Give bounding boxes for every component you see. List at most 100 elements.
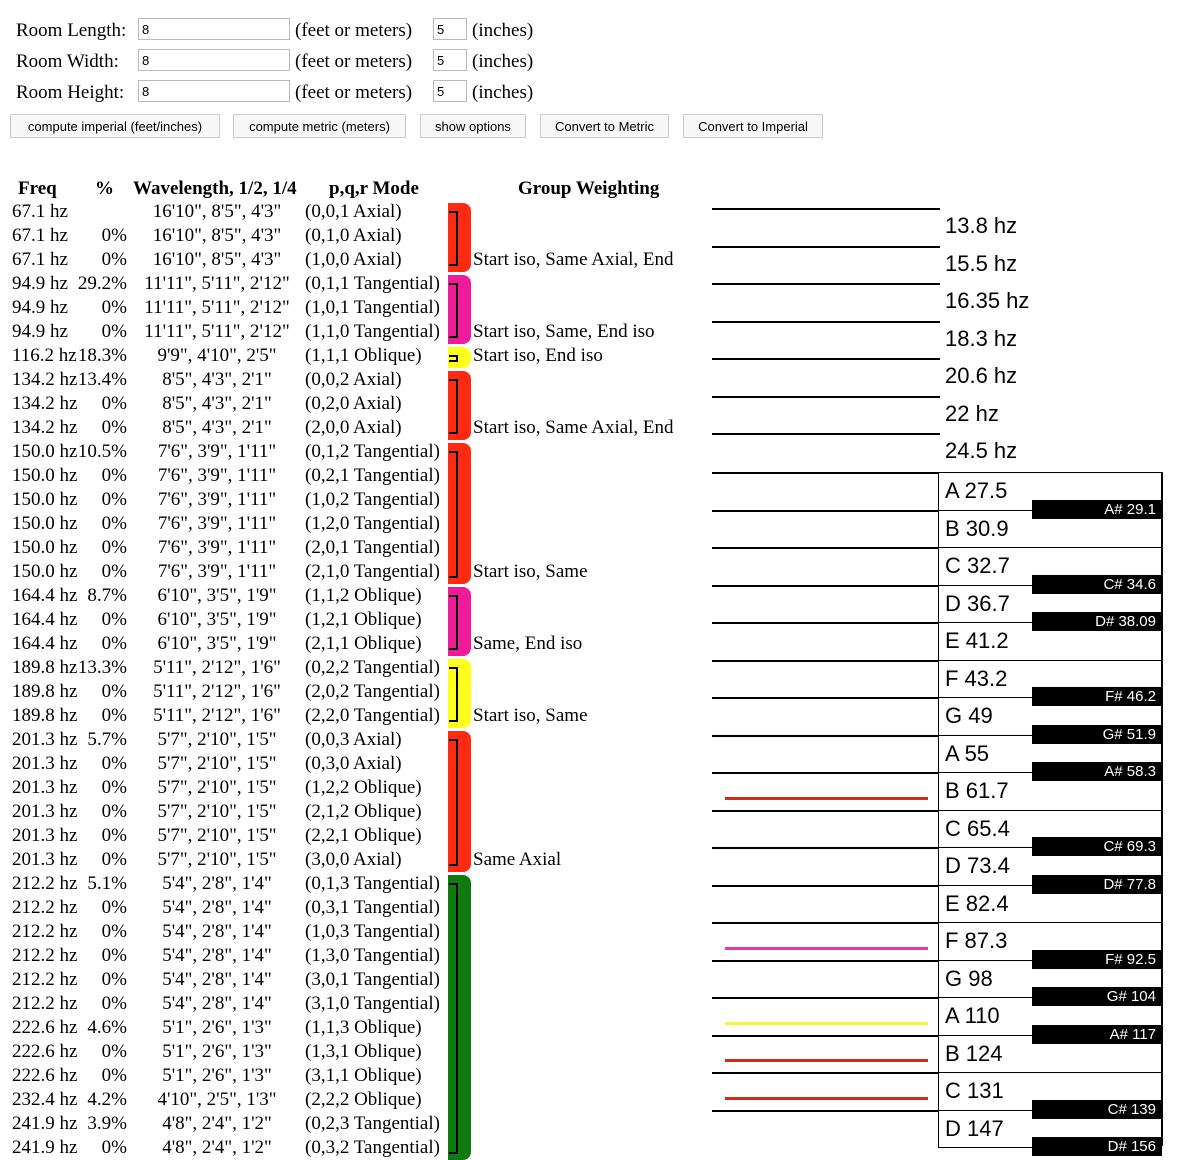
- row-percent: 0%: [101, 681, 127, 702]
- room-height-unit: (feet or meters): [295, 82, 413, 103]
- black-key[interactable]: G# 51.9: [1032, 724, 1162, 744]
- black-key[interactable]: F# 92.5: [1032, 949, 1162, 969]
- black-key[interactable]: A# 58.3: [1032, 762, 1162, 781]
- row-wavelength: 11'11", 5'11", 2'12": [144, 297, 290, 318]
- row-percent: 0%: [101, 993, 127, 1014]
- row-freq: 164.4 hz: [12, 609, 78, 630]
- row-mode: (0,2,0 Axial): [305, 393, 402, 414]
- black-key[interactable]: D# 77.8: [1032, 874, 1162, 894]
- row-percent: 18.3%: [77, 345, 127, 366]
- group-label: Start iso, Same Axial, End: [473, 417, 674, 438]
- row-freq: 134.2 hz: [12, 393, 78, 414]
- compute-metric-button[interactable]: compute metric (meters): [233, 114, 406, 138]
- black-key[interactable]: A# 29.1: [1032, 499, 1162, 519]
- room-width-inches-unit: (inches): [472, 51, 534, 72]
- row-mode: (1,0,1 Tangential): [305, 297, 440, 318]
- row-freq: 232.4 hz: [12, 1089, 78, 1110]
- compute-imperial-button[interactable]: compute imperial (feet/inches): [10, 114, 220, 138]
- row-mode: (2,0,0 Axial): [305, 417, 402, 438]
- row-percent: 0%: [101, 489, 127, 510]
- room-width-inches-input[interactable]: [433, 49, 467, 71]
- row-freq: 164.4 hz: [12, 633, 78, 654]
- row-percent: 0%: [101, 297, 127, 318]
- room-height-inches-input[interactable]: [433, 80, 467, 102]
- black-key[interactable]: C# 69.3: [1032, 837, 1162, 856]
- row-wavelength: 8'5", 4'3", 2'1": [162, 393, 272, 414]
- row-wavelength: 8'5", 4'3", 2'1": [162, 369, 272, 390]
- group-label: Same, End iso: [473, 633, 583, 654]
- row-freq: 150.0 hz: [12, 441, 78, 462]
- row-percent: 13.4%: [77, 369, 127, 390]
- row-mode: (0,2,2 Tangential): [305, 657, 440, 678]
- row-mode: (1,1,1 Oblique): [305, 345, 422, 366]
- row-mode: (1,1,2 Oblique): [305, 585, 422, 606]
- room-width-feet-input[interactable]: [138, 49, 290, 71]
- row-freq: 150.0 hz: [12, 561, 78, 582]
- header-mode: p,q,r Mode: [329, 178, 419, 199]
- sub-key-label: 20.6 hz: [945, 363, 1018, 388]
- group-bar: [448, 443, 471, 584]
- group-label: Start iso, Same: [473, 561, 588, 582]
- key-line: [712, 509, 940, 512]
- room-height-feet-input[interactable]: [138, 80, 290, 102]
- row-percent: 0%: [101, 417, 127, 438]
- black-key[interactable]: D# 156: [1032, 1137, 1162, 1156]
- room-length-label: Room Length:: [16, 20, 127, 41]
- convert-to-imperial-button[interactable]: Convert to Imperial: [683, 114, 823, 138]
- key-line: [712, 809, 940, 812]
- row-wavelength: 4'8", 2'4", 1'2": [162, 1113, 272, 1134]
- key-line: [712, 659, 940, 662]
- row-mode: (3,1,0 Tangential): [305, 993, 440, 1014]
- row-freq: 201.3 hz: [12, 801, 78, 822]
- row-freq: 189.8 hz: [12, 657, 78, 678]
- room-length-feet-input[interactable]: [138, 18, 290, 40]
- row-mode: (3,0,0 Axial): [305, 849, 402, 870]
- row-percent: 0%: [101, 969, 127, 990]
- sub-key-line: [712, 283, 940, 285]
- show-options-button[interactable]: show options: [420, 114, 526, 138]
- row-freq: 150.0 hz: [12, 513, 78, 534]
- row-mode: (1,3,1 Oblique): [305, 1041, 422, 1062]
- row-percent: 5.7%: [87, 729, 127, 750]
- black-key[interactable]: F# 46.2: [1032, 687, 1162, 706]
- row-percent: 0%: [101, 249, 127, 270]
- key-line: [712, 1034, 940, 1037]
- mode-marker: [725, 1096, 928, 1100]
- row-percent: 0%: [101, 753, 127, 774]
- group-bar: [448, 659, 471, 728]
- header-percent: %: [95, 178, 114, 199]
- key-line: [712, 997, 940, 999]
- black-key[interactable]: G# 104: [1032, 987, 1162, 1006]
- row-freq: 189.8 hz: [12, 681, 78, 702]
- sub-key-label: 15.5 hz: [945, 250, 1018, 276]
- row-wavelength: 8'5", 4'3", 2'1": [162, 417, 272, 438]
- black-key[interactable]: A# 117: [1032, 1024, 1162, 1044]
- row-mode: (1,1,3 Oblique): [305, 1017, 422, 1038]
- group-bracket: [449, 211, 458, 266]
- group-bracket: [449, 667, 458, 722]
- room-length-inches-input[interactable]: [433, 18, 467, 40]
- row-wavelength: 5'7", 2'10", 1'5": [157, 825, 277, 846]
- row-mode: (2,1,2 Oblique): [305, 801, 422, 822]
- row-freq: 201.3 hz: [12, 777, 78, 798]
- room-form: Room Length: (feet or meters) (inches) R…: [0, 0, 1180, 150]
- row-freq: 189.8 hz: [12, 705, 78, 726]
- convert-to-metric-button[interactable]: Convert to Metric: [540, 114, 669, 138]
- row-percent: 0%: [101, 1137, 127, 1158]
- row-mode: (2,0,1 Tangential): [305, 537, 440, 558]
- black-key[interactable]: C# 34.6: [1032, 574, 1162, 594]
- black-key[interactable]: D# 38.09: [1032, 612, 1162, 631]
- row-wavelength: 5'7", 2'10", 1'5": [157, 777, 277, 798]
- row-wavelength: 6'10", 3'5", 1'9": [157, 633, 277, 654]
- row-wavelength: 5'7", 2'10", 1'5": [157, 729, 277, 750]
- row-percent: 4.2%: [87, 1089, 127, 1110]
- header-group-weighting: Group Weighting: [518, 178, 660, 199]
- row-percent: 0%: [101, 777, 127, 798]
- group-label: Start iso, End iso: [473, 345, 603, 366]
- row-freq: 222.6 hz: [12, 1017, 78, 1038]
- mode-marker: [725, 946, 928, 950]
- row-mode: (1,0,3 Tangential): [305, 921, 440, 942]
- row-mode: (2,2,2 Oblique): [305, 1089, 422, 1110]
- black-key[interactable]: C# 139: [1032, 1099, 1162, 1119]
- row-percent: 29.2%: [77, 273, 127, 294]
